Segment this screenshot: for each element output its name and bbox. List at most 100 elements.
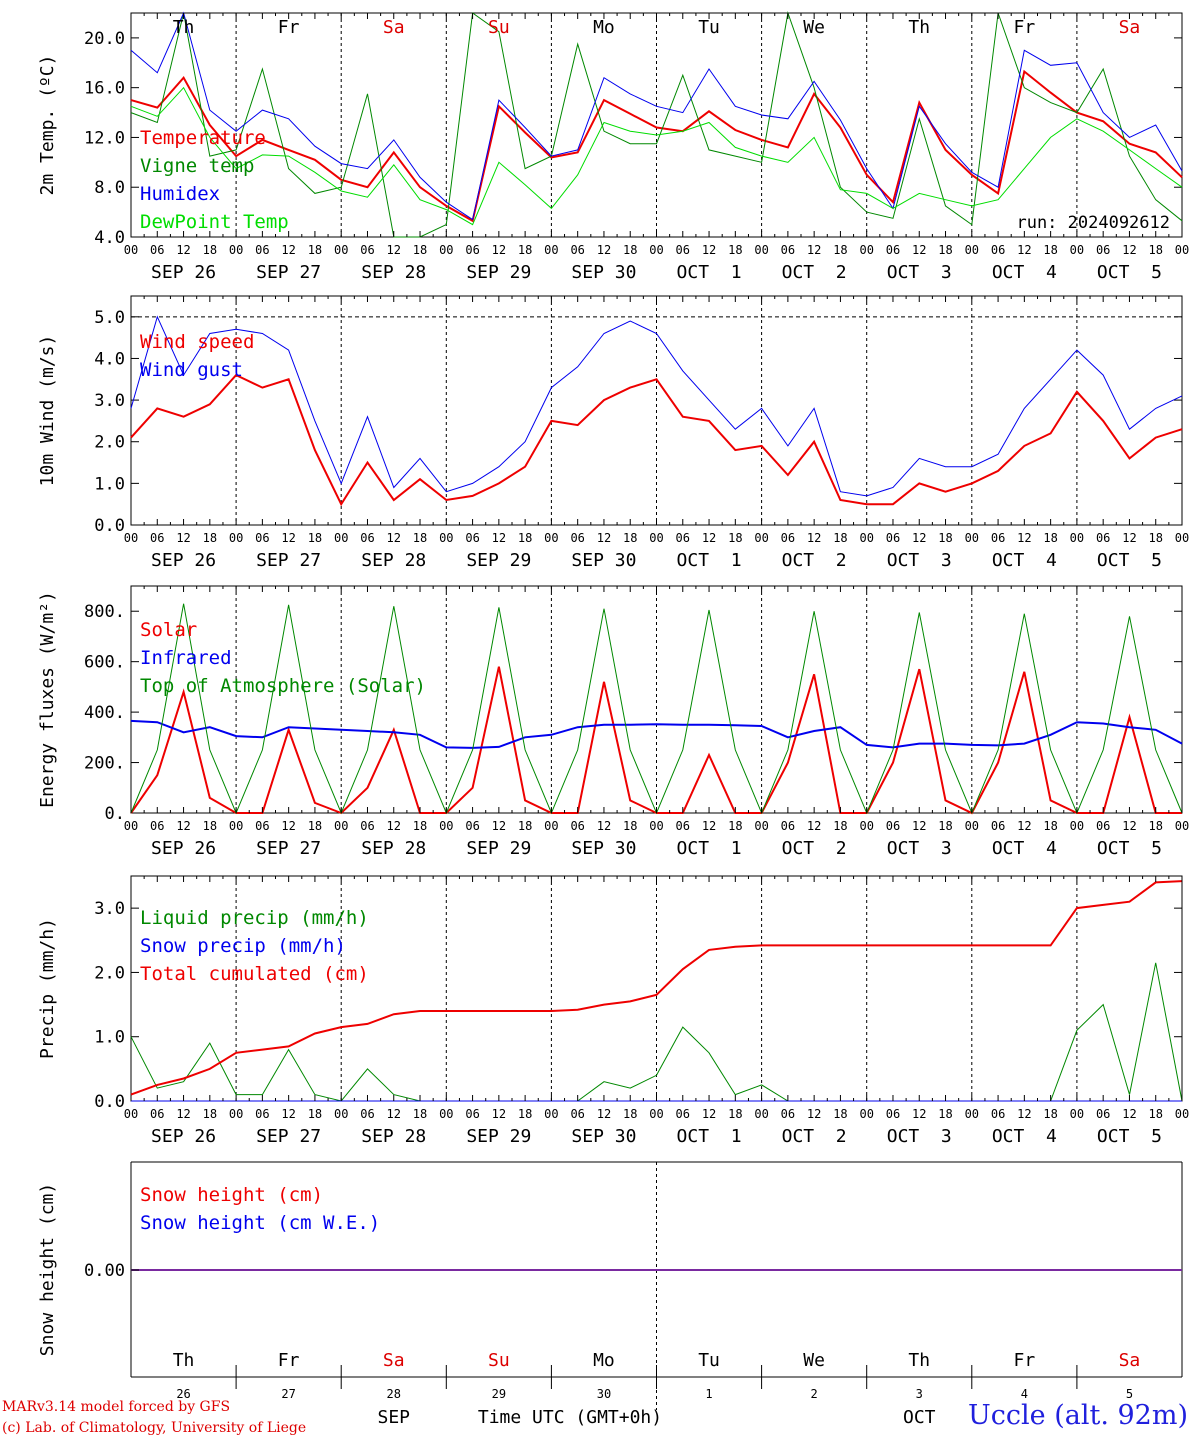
- hour-tick-label: 00: [1070, 1107, 1084, 1121]
- date-label: SEP 27: [256, 1126, 321, 1147]
- hour-tick-label: 18: [833, 1107, 847, 1121]
- hour-tick-label: 06: [1096, 531, 1110, 545]
- hour-tick-label: 00: [965, 531, 979, 545]
- month-label: OCT: [903, 1407, 936, 1428]
- weekday-label: We: [803, 17, 825, 38]
- hour-tick-label: 18: [308, 819, 322, 833]
- hour-tick-label: 00: [439, 243, 453, 257]
- hour-tick-label: 06: [150, 1107, 164, 1121]
- date-label: SEP 26: [151, 838, 216, 859]
- hour-tick-label: 18: [938, 819, 952, 833]
- hour-tick-label: 00: [649, 1107, 663, 1121]
- y-axis-label: 10m Wind (m/s): [37, 335, 58, 487]
- hour-tick-label: 18: [728, 819, 742, 833]
- date-label: OCT 4: [992, 262, 1057, 283]
- station-label: Uccle (alt. 92m): [968, 1400, 1188, 1431]
- weekday-label: Th: [908, 1350, 930, 1371]
- legend-entry: Snow height (cm W.E.): [140, 1212, 380, 1234]
- date-label: SEP 29: [466, 838, 531, 859]
- hour-tick-label: 18: [308, 531, 322, 545]
- hour-tick-label: 18: [728, 243, 742, 257]
- y-tick-label: 4.0: [94, 349, 125, 369]
- hour-tick-label: 00: [965, 819, 979, 833]
- weekday-label: Th: [173, 17, 195, 38]
- series-line: [130, 11, 1183, 221]
- hour-tick-label: 06: [570, 531, 584, 545]
- y-tick-label: 3.0: [94, 899, 125, 919]
- hour-tick-label: 06: [360, 819, 374, 833]
- hour-tick-label: 12: [1122, 819, 1136, 833]
- hour-tick-label: 00: [649, 243, 663, 257]
- date-label: OCT 5: [1097, 838, 1162, 859]
- weekday-label: Th: [908, 17, 930, 38]
- hour-tick-label: 00: [439, 531, 453, 545]
- hour-tick-label: 06: [150, 243, 164, 257]
- hour-tick-label: 00: [439, 819, 453, 833]
- hour-tick-label: 00: [1070, 819, 1084, 833]
- hour-tick-label: 00: [859, 531, 873, 545]
- legend-entry: Liquid precip (mm/h): [140, 907, 369, 929]
- hour-tick-label: 18: [728, 1107, 742, 1121]
- date-label: SEP 30: [571, 550, 636, 571]
- hour-tick-label: 06: [676, 819, 690, 833]
- hour-tick-label: 18: [1148, 819, 1162, 833]
- hour-tick-label: 18: [203, 531, 217, 545]
- weekday-label: Su: [488, 1350, 510, 1371]
- weekday-label: Sa: [383, 17, 405, 38]
- hour-tick-label: 00: [1175, 1107, 1189, 1121]
- hour-tick-label: 12: [912, 243, 926, 257]
- day-number: 4: [1021, 1387, 1028, 1401]
- series-line: [130, 373, 1183, 507]
- day-number: 5: [1126, 1387, 1133, 1401]
- hour-tick-label: 12: [1122, 1107, 1136, 1121]
- hour-tick-label: 12: [702, 243, 716, 257]
- y-tick-label: 600.: [84, 653, 125, 673]
- hour-tick-label: 12: [176, 1107, 190, 1121]
- date-label: SEP 27: [256, 838, 321, 859]
- hour-tick-label: 00: [334, 819, 348, 833]
- hour-tick-label: 18: [623, 531, 637, 545]
- legend-entry: DewPoint Temp: [140, 211, 289, 233]
- hour-tick-label: 00: [965, 1107, 979, 1121]
- hour-tick-label: 06: [886, 819, 900, 833]
- hour-tick-label: 18: [623, 243, 637, 257]
- hour-tick-label: 18: [203, 819, 217, 833]
- date-label: OCT 5: [1097, 550, 1162, 571]
- legend-entry: Vigne temp: [140, 155, 254, 177]
- snow-height-panel: 0.00 Snow height (cm) Snow height (cm) Snow…: [37, 1161, 1183, 1428]
- energy-flux-panel: 0. 200. 400. 600. 800. Energy fluxes (W/m²) 00…: [37, 585, 1189, 859]
- y-tick-label: 400.: [84, 703, 125, 723]
- hour-tick-label: 12: [492, 531, 506, 545]
- hour-tick-label: 12: [807, 531, 821, 545]
- legend-entry: Solar: [140, 619, 197, 641]
- hour-tick-label: 12: [387, 1107, 401, 1121]
- date-label: SEP 27: [256, 550, 321, 571]
- hour-tick-label: 18: [1148, 531, 1162, 545]
- series-line: [130, 86, 1183, 226]
- legend-entry: Top of Atmosphere (Solar): [140, 675, 426, 697]
- run-label: run: 2024092612: [1016, 213, 1170, 233]
- hour-tick-label: 06: [150, 531, 164, 545]
- series-line: [130, 880, 1183, 1096]
- hour-tick-label: 00: [229, 531, 243, 545]
- hour-tick-label: 06: [1096, 243, 1110, 257]
- y-tick-label: 8.0: [94, 178, 125, 198]
- hour-tick-label: 12: [281, 819, 295, 833]
- hour-tick-label: 18: [833, 243, 847, 257]
- date-label: OCT 2: [782, 262, 847, 283]
- hour-tick-label: 12: [387, 531, 401, 545]
- temperature-panel: 4.0 8.0 12.0 16.0 20.0 2m Temp. (ºC) 00 06 12 18 0…: [37, 11, 1189, 283]
- hour-tick-label: 06: [570, 243, 584, 257]
- hour-tick-label: 18: [938, 243, 952, 257]
- date-label: OCT 2: [782, 1126, 847, 1147]
- day-number: 1: [705, 1387, 712, 1401]
- hour-tick-label: 06: [360, 1107, 374, 1121]
- hour-tick-label: 06: [676, 243, 690, 257]
- hour-tick-label: 00: [544, 819, 558, 833]
- lab-credit: (c) Lab. of Climatology, University of L…: [2, 1420, 307, 1436]
- hour-tick-label: 18: [413, 819, 427, 833]
- hour-tick-label: 12: [597, 819, 611, 833]
- hour-tick-label: 06: [465, 531, 479, 545]
- hour-tick-label: 12: [807, 819, 821, 833]
- date-label: OCT 4: [992, 550, 1057, 571]
